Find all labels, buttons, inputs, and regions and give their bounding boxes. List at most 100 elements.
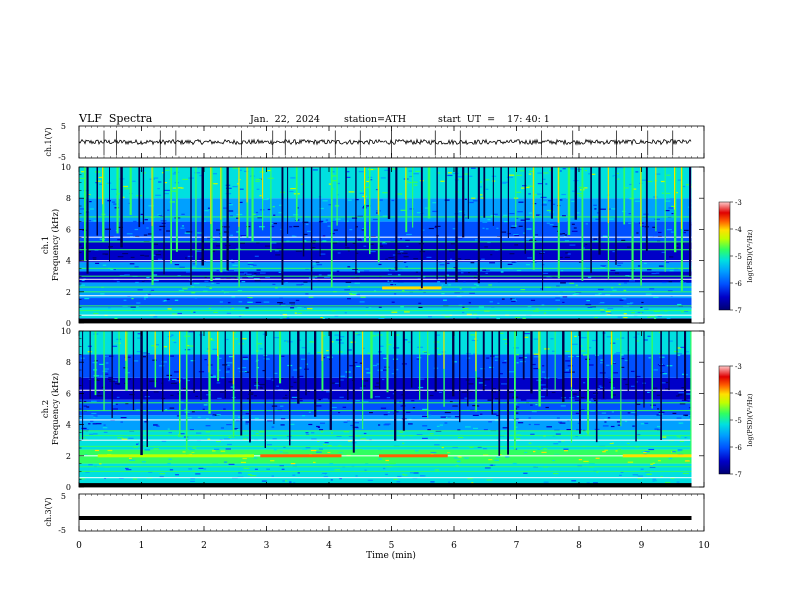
spectrogram-noise	[565, 252, 569, 254]
sferic	[94, 331, 97, 396]
spectrogram-noise	[144, 219, 148, 221]
spectrogram-noise	[543, 312, 547, 314]
spectrogram-noise	[206, 296, 211, 298]
spectrogram-noise	[686, 393, 692, 395]
spectrogram-noise	[476, 386, 482, 388]
spectrogram-noise	[262, 198, 268, 201]
spectrogram-noise	[585, 426, 589, 428]
spectrogram-noise	[225, 364, 230, 366]
spectrogram-noise	[543, 481, 549, 483]
spectrogram-noise	[159, 229, 162, 231]
sferic-core	[607, 167, 609, 224]
spectrogram-noise	[88, 220, 92, 222]
spectrogram-line	[79, 466, 692, 468]
spectrogram-noise	[210, 376, 216, 378]
spectrogram-noise	[182, 178, 188, 180]
sferic	[455, 167, 458, 283]
spectrogram-noise	[180, 227, 185, 229]
spectrogram-noise	[595, 240, 599, 242]
spectrogram-noise	[478, 186, 483, 188]
spectrogram-noise	[81, 284, 85, 286]
spectrogram-noise	[664, 447, 669, 449]
spectrogram-noise	[627, 461, 634, 463]
spectrogram-blank-tail	[691, 167, 704, 323]
spectrogram-noise	[406, 233, 412, 236]
spectrogram-noise	[571, 343, 578, 345]
sferic-core	[238, 167, 240, 227]
spectrogram-noise	[80, 247, 84, 249]
spectrogram-noise	[144, 255, 149, 257]
spectrogram-noise	[155, 346, 158, 348]
spectrogram-noise	[561, 193, 566, 196]
spectrogram-noise	[422, 425, 428, 427]
spectrogram-noise	[502, 187, 506, 189]
spectrogram-noise	[415, 271, 419, 273]
spectrogram-noise	[641, 225, 644, 227]
spectrogram-noise	[347, 440, 352, 442]
spectrogram-noise	[450, 258, 453, 260]
spectrogram-noise	[575, 435, 578, 437]
spectrogram-noise	[408, 423, 413, 425]
spectrogram-noise	[594, 317, 598, 319]
spectrogram-noise	[227, 368, 230, 370]
spectrogram-noise	[105, 362, 109, 364]
spectrogram-noise	[657, 408, 660, 410]
spectrogram-noise	[282, 335, 287, 337]
spectrogram-noise	[627, 412, 631, 414]
spectrogram-noise	[99, 363, 105, 365]
spectrogram-noise	[379, 354, 385, 356]
spectrogram-noise	[245, 423, 249, 425]
spectrogram-noise	[619, 474, 622, 476]
spectrogram-noise	[471, 316, 476, 318]
spectrogram-noise	[126, 413, 132, 415]
spectrogram-noise	[373, 293, 379, 295]
spectrogram-noise	[463, 281, 466, 283]
spectrogram-noise	[484, 379, 490, 381]
spectrogram-noise	[272, 206, 275, 208]
sferic-core	[655, 167, 657, 200]
spectrogram-noise	[216, 229, 220, 231]
spectrogram-noise	[298, 375, 304, 377]
spectrogram-noise	[305, 433, 310, 436]
spectrogram-noise	[252, 213, 256, 215]
spectrogram-line	[79, 389, 692, 391]
spectrogram-noise	[347, 298, 351, 300]
spectrogram-noise	[134, 228, 139, 231]
spectrogram-noise	[223, 207, 227, 209]
spectrogram-noise	[318, 443, 321, 445]
spectrogram-noise	[111, 201, 116, 203]
spectrogram-noise	[401, 207, 405, 209]
spectrogram-noise	[136, 351, 143, 353]
spectrogram-noise	[409, 175, 414, 178]
spectrogram-noise	[163, 205, 168, 208]
spectrogram-noise	[555, 433, 561, 435]
sferic	[546, 331, 548, 397]
spectrogram-noise	[333, 229, 338, 231]
spectrogram-noise	[129, 459, 136, 461]
sferic	[162, 331, 164, 412]
spectrogram-noise	[342, 438, 345, 440]
spectrogram-noise	[512, 298, 516, 300]
spectrogram-noise	[678, 383, 684, 385]
spectrogram-band	[79, 463, 692, 484]
spectrogram-noise	[83, 405, 87, 407]
spectrogram-noise	[518, 422, 524, 424]
spectrogram-noise	[437, 281, 441, 283]
spectrogram-noise	[108, 307, 111, 309]
spectrogram-noise	[502, 362, 507, 364]
spectrogram-noise	[338, 315, 342, 317]
spectrogram-noise	[134, 442, 138, 444]
spectrogram-noise	[317, 304, 323, 306]
spectrogram-noise	[280, 405, 284, 407]
spectrogram-noise	[178, 395, 184, 397]
spectrogram-noise	[386, 397, 391, 399]
spectrogram-noise	[560, 461, 564, 463]
spectrogram-noise	[492, 413, 497, 415]
spectrogram-noise	[190, 311, 193, 313]
spectrogram-noise	[345, 291, 349, 294]
spectrogram-noise	[520, 219, 526, 221]
spectrogram-noise	[205, 425, 211, 427]
spectrogram-noise	[143, 296, 148, 298]
spectrogram-noise	[279, 465, 284, 467]
spectrogram-noise	[397, 260, 403, 262]
